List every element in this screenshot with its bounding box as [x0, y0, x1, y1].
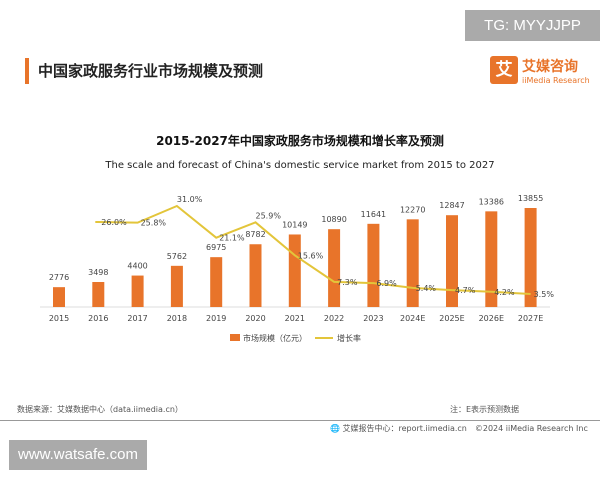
data-source: 数据来源：艾媒数据中心（data.iimedia.cn） — [17, 405, 183, 414]
line-label: 3.5% — [534, 290, 555, 299]
bar — [131, 275, 144, 307]
bar-label: 5762 — [167, 252, 187, 261]
bar — [170, 265, 183, 307]
line-label: 26.0% — [101, 218, 127, 227]
x-tick-label: 2021 — [285, 314, 305, 323]
logo-subtext: iiMedia Research — [522, 76, 590, 85]
bar — [406, 219, 419, 307]
bar — [210, 257, 223, 307]
x-tick-label: 2017 — [127, 314, 147, 323]
bar-label: 13386 — [479, 197, 504, 206]
logo-text: 艾媒咨询 — [522, 59, 578, 75]
bar — [249, 244, 262, 307]
line-label: 25.8% — [141, 219, 167, 228]
line-label: 4.7% — [455, 286, 476, 295]
chart-title: 2015-2027年中国家政服务市场规模和增长率及预测 — [156, 134, 444, 148]
line-label: 15.6% — [298, 251, 324, 260]
bar-label: 10890 — [321, 215, 346, 224]
line-label: 31.0% — [177, 195, 203, 204]
legend-line-label: 增长率 — [337, 333, 361, 343]
bar-label: 12847 — [439, 201, 464, 210]
footer-divider — [0, 420, 600, 421]
line-label: 21.1% — [219, 234, 245, 243]
line-label: 4.2% — [494, 288, 515, 297]
line-label: 5.4% — [416, 284, 437, 293]
bar-label: 13855 — [518, 194, 543, 203]
line-label: 7.3% — [337, 278, 358, 287]
bar-label: 2776 — [49, 273, 69, 282]
bar-label: 6975 — [206, 243, 226, 252]
footnote: 注：E表示预测数据 — [450, 405, 520, 414]
bar — [288, 234, 301, 307]
bar — [328, 229, 341, 307]
footer-credit-text: 艾媒报告中心：report.iimedia.cn ©2024 iiMedia R… — [342, 424, 588, 433]
x-tick-label: 2019 — [206, 314, 226, 323]
bar-label: 10149 — [282, 220, 307, 229]
logo-icon: 艾 — [490, 56, 518, 84]
bar-label: 8782 — [245, 230, 265, 239]
watermark-top: TG: MYYJJPP — [465, 10, 600, 41]
title-accent-bar — [25, 58, 29, 84]
x-tick-label: 2027E — [518, 314, 543, 323]
x-tick-label: 2024E — [400, 314, 425, 323]
x-tick-label: 2023 — [363, 314, 383, 323]
bar — [524, 208, 537, 307]
footer-credit: 🌐 艾媒报告中心：report.iimedia.cn ©2024 iiMedia… — [330, 423, 588, 434]
line-label: 25.9% — [256, 211, 282, 220]
bar-label: 3498 — [88, 268, 108, 277]
x-tick-label: 2015 — [49, 314, 69, 323]
bar — [446, 215, 458, 307]
bar-label: 11641 — [361, 210, 386, 219]
watermark-bottom: www.watsafe.com — [9, 440, 147, 470]
x-tick-label: 2022 — [324, 314, 344, 323]
bar-label: 12270 — [400, 205, 425, 214]
legend-bar-swatch — [230, 334, 240, 341]
x-tick-label: 2016 — [88, 314, 108, 323]
x-tick-label: 2018 — [167, 314, 187, 323]
growth-line — [95, 204, 531, 295]
chart-subtitle: The scale and forecast of China's domest… — [105, 160, 495, 171]
x-tick-label: 2026E — [479, 314, 504, 323]
line-label: 6.9% — [376, 279, 397, 288]
bar — [92, 282, 105, 307]
globe-icon: 🌐 — [330, 424, 340, 433]
bar — [53, 287, 65, 307]
x-tick-label: 2020 — [245, 314, 265, 323]
page-title: 中国家政服务行业市场规模及预测 — [38, 62, 264, 80]
x-tick-label: 2025E — [439, 314, 464, 323]
legend-bar-label: 市场规模（亿元） — [243, 333, 307, 343]
bar — [367, 223, 380, 307]
bar — [485, 211, 498, 307]
bar-label: 4400 — [127, 262, 147, 271]
